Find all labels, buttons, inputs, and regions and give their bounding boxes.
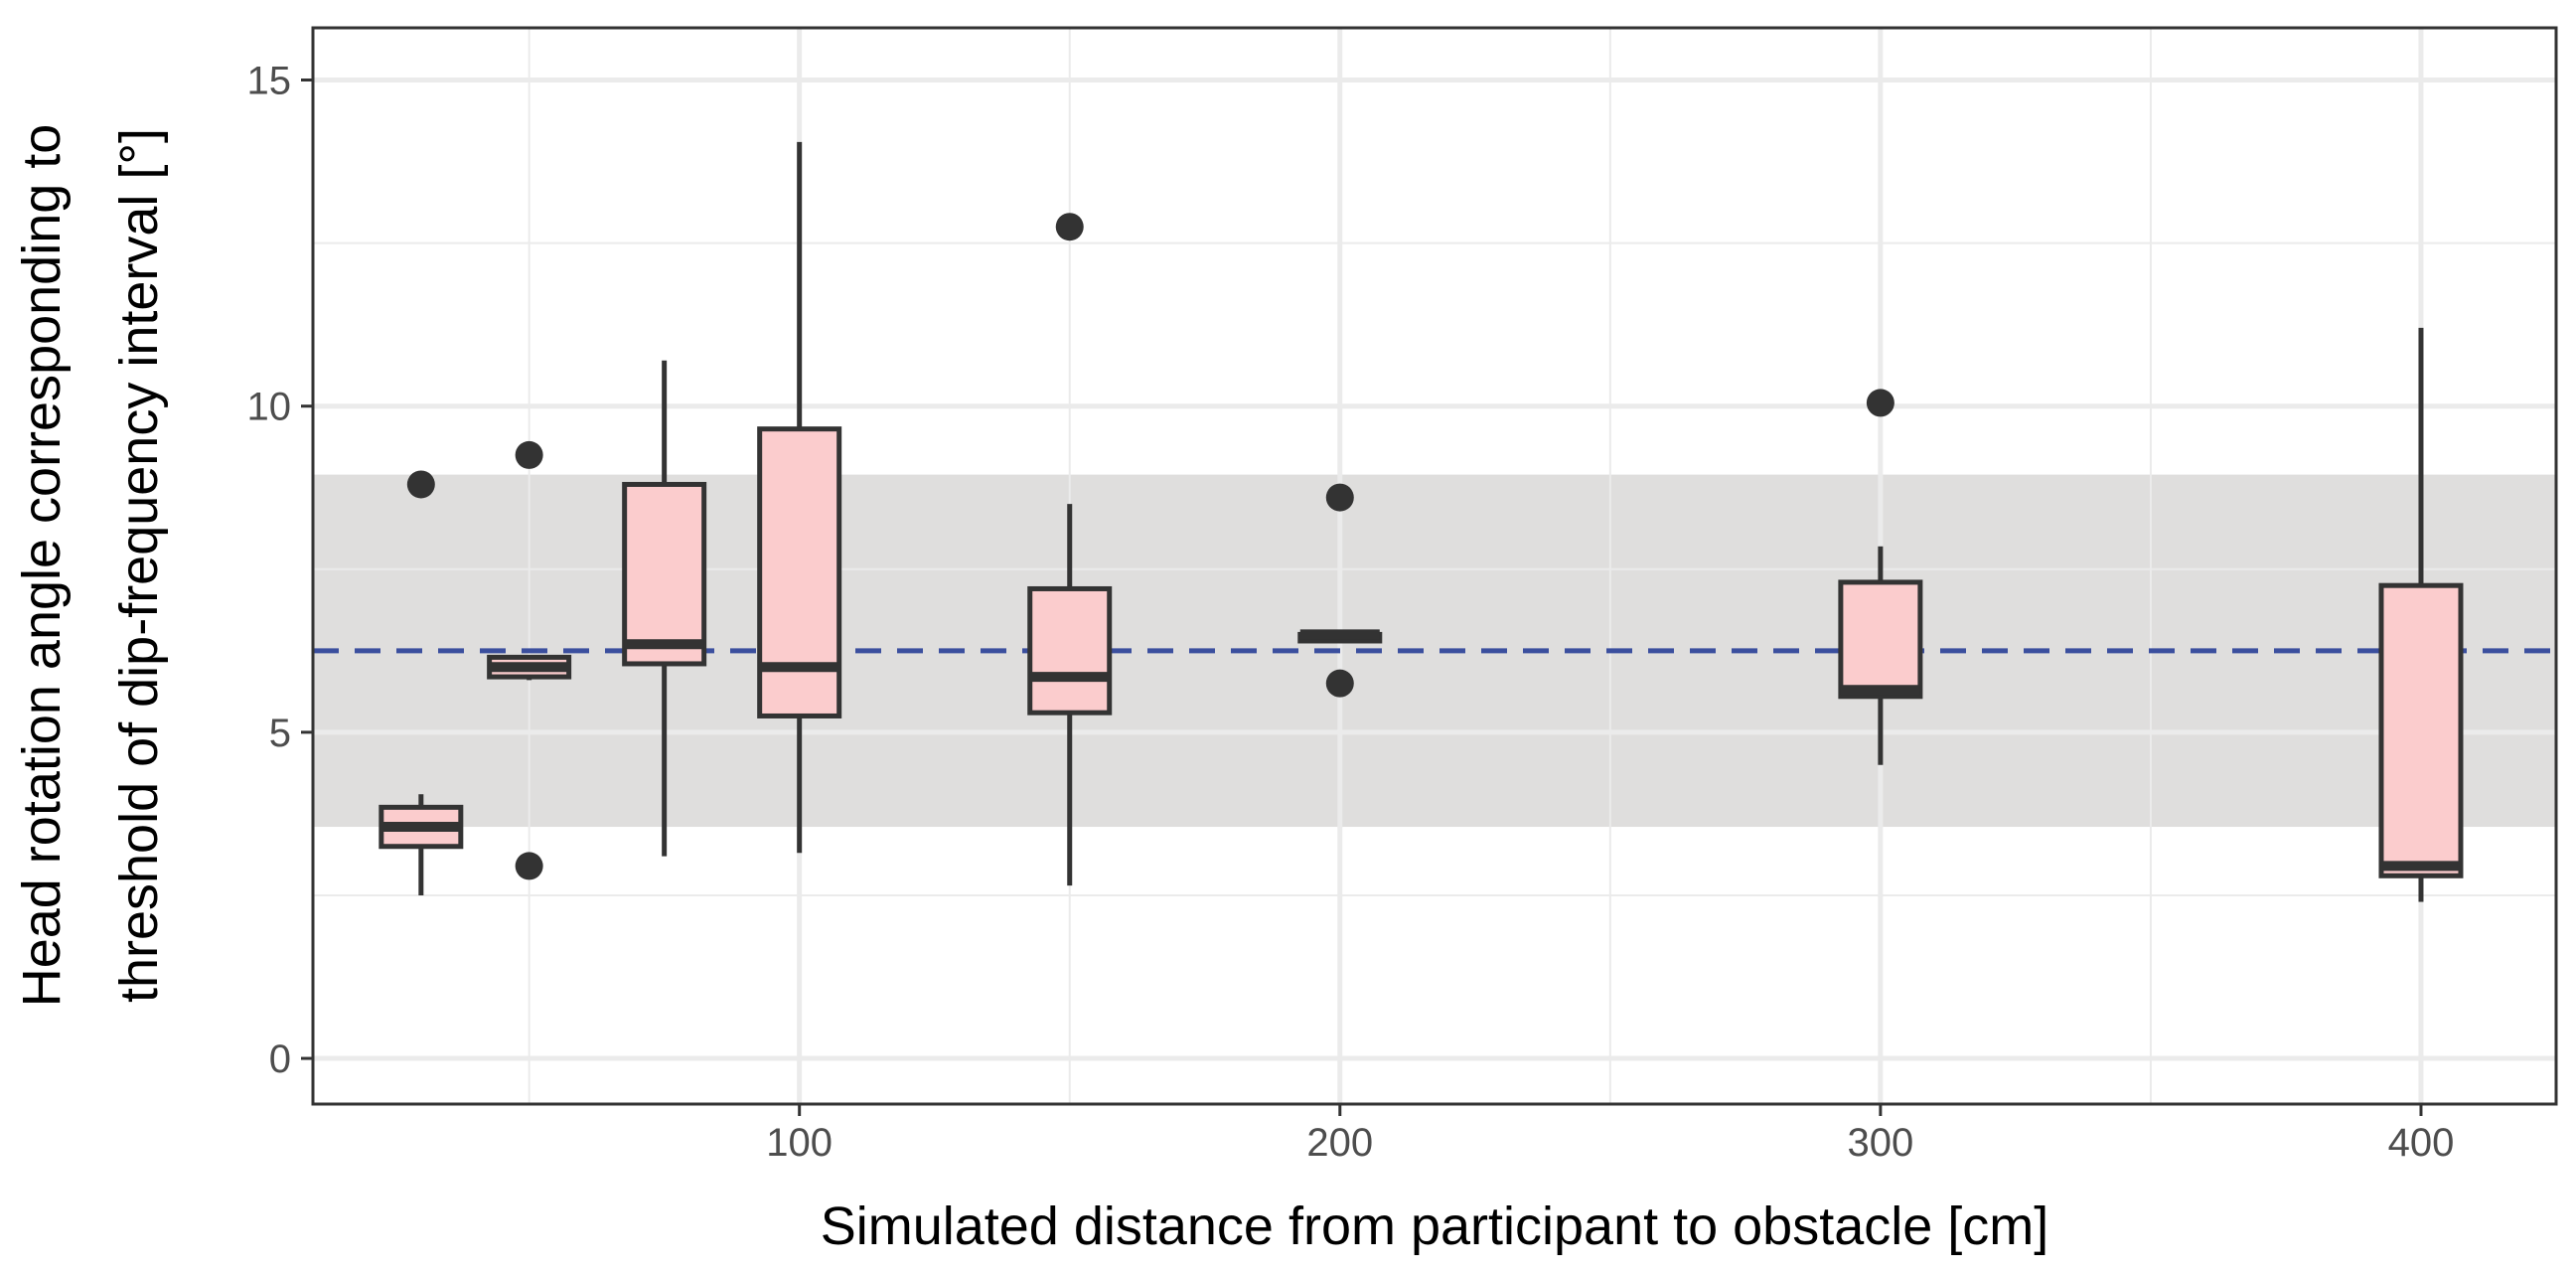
x-tick-label: 200 bbox=[1306, 1121, 1373, 1165]
outlier-point bbox=[1325, 669, 1354, 698]
plot-panel-border bbox=[311, 26, 2558, 1106]
y-tick-label: 10 bbox=[247, 386, 292, 429]
box-75 bbox=[622, 360, 707, 857]
box-iqr bbox=[622, 481, 707, 667]
outlier-point bbox=[1325, 483, 1354, 512]
box-50 bbox=[487, 440, 572, 880]
box-200 bbox=[1297, 483, 1383, 698]
x-axis: 100 200 300 400 bbox=[766, 1104, 2454, 1165]
box-400 bbox=[2378, 327, 2464, 902]
y-axis-title: Head rotation angle corresponding to thr… bbox=[12, 124, 169, 1008]
x-tick-label: 400 bbox=[2388, 1121, 2455, 1165]
y-axis: 0 5 10 15 bbox=[247, 60, 313, 1081]
outlier-point bbox=[1866, 389, 1894, 417]
outlier-point bbox=[515, 440, 543, 469]
boxes-layer bbox=[379, 141, 2464, 902]
y-axis-title-line-1: Head rotation angle corresponding to bbox=[12, 124, 72, 1008]
box-300 bbox=[1838, 389, 1923, 765]
box-30 bbox=[379, 470, 464, 895]
x-tick-label: 300 bbox=[1848, 1121, 1914, 1165]
outlier-point bbox=[515, 852, 543, 880]
y-tick-label: 0 bbox=[269, 1037, 291, 1081]
y-axis-title-line-2: threshold of dip-frequency interval [°] bbox=[109, 128, 169, 1003]
box-iqr bbox=[2378, 582, 2464, 878]
x-tick-label: 100 bbox=[766, 1121, 833, 1165]
box-150 bbox=[1027, 213, 1113, 886]
grid-minor bbox=[313, 28, 2556, 1104]
box-iqr bbox=[1027, 585, 1113, 716]
box-iqr bbox=[757, 426, 842, 718]
outlier-point bbox=[1055, 213, 1084, 241]
box-iqr bbox=[1838, 579, 1923, 700]
box-100 bbox=[757, 141, 842, 854]
outlier-point bbox=[406, 470, 435, 499]
y-tick-label: 15 bbox=[247, 60, 292, 103]
x-axis-title: Simulated distance from participant to o… bbox=[821, 1196, 2049, 1256]
y-tick-label: 5 bbox=[269, 712, 291, 755]
